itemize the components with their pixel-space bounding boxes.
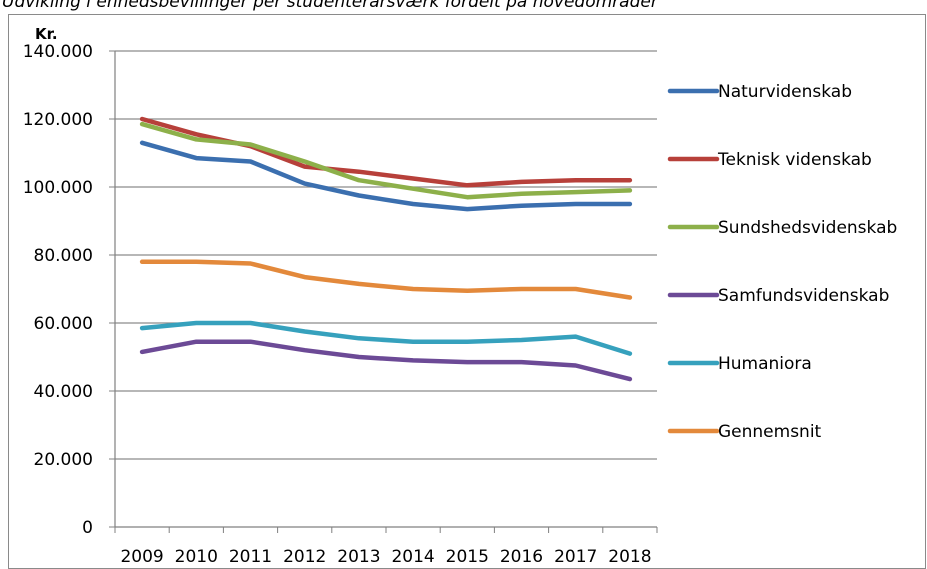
- series-line-teknisk videnskab: [139, 116, 633, 188]
- series-line-gennemsnit: [139, 259, 633, 300]
- axes: [109, 50, 658, 533]
- series-line-naturvidenskab: [139, 140, 633, 212]
- y-tick-label: 140.000: [23, 42, 93, 62]
- series-line-samfundsvidenskab: [139, 339, 633, 382]
- x-tick-label: 2012: [283, 547, 326, 567]
- series-line-humaniora: [139, 320, 633, 356]
- y-axis-unit-label: Kr.: [35, 25, 58, 43]
- legend-label: Samfundsvidenskab: [718, 286, 889, 306]
- x-tick-label: 2014: [391, 547, 434, 567]
- y-tick-label: 80.000: [34, 246, 93, 266]
- series-line-sundshedsvidenskab: [139, 121, 633, 200]
- series-lines: [139, 116, 633, 382]
- legend: Naturvidenskab Teknisk videnskab Sundsheds…: [667, 82, 897, 442]
- legend-label: Sundshedsvidenskab: [718, 218, 897, 238]
- x-tick-label: 2009: [120, 547, 163, 567]
- y-tick-label: 20.000: [34, 450, 93, 470]
- x-tick-label: 2010: [175, 547, 218, 567]
- legend-label: Naturvidenskab: [718, 82, 852, 102]
- y-tick-label: 0: [82, 518, 93, 538]
- x-tick-label: 2011: [229, 547, 272, 567]
- y-tick-label: 40.000: [34, 382, 93, 402]
- legend-label: Gennemsnit: [718, 422, 822, 442]
- y-tick-label: 60.000: [34, 314, 93, 334]
- chart-title: Udvikling i enhedsbevillinger per studen…: [2, 0, 658, 12]
- x-tick-labels: 2009 2010 2011 2012 2013 2014 2015 2016 2017 2018: [120, 547, 651, 567]
- x-tick-label: 2013: [337, 547, 380, 567]
- y-tick-labels: 0 20.000 40.000 60.000 80.000 100.000 120.000 1…: [23, 42, 93, 538]
- y-tick-label: 100.000: [23, 178, 93, 198]
- legend-label: Teknisk videnskab: [717, 150, 872, 170]
- x-tick-label: 2017: [554, 547, 597, 567]
- x-tick-label: 2016: [500, 547, 543, 567]
- x-tick-label: 2018: [608, 547, 651, 567]
- gridlines: [115, 50, 657, 460]
- x-tick-label: 2015: [446, 547, 489, 567]
- legend-label: Humaniora: [718, 354, 812, 374]
- y-tick-label: 120.000: [23, 110, 93, 130]
